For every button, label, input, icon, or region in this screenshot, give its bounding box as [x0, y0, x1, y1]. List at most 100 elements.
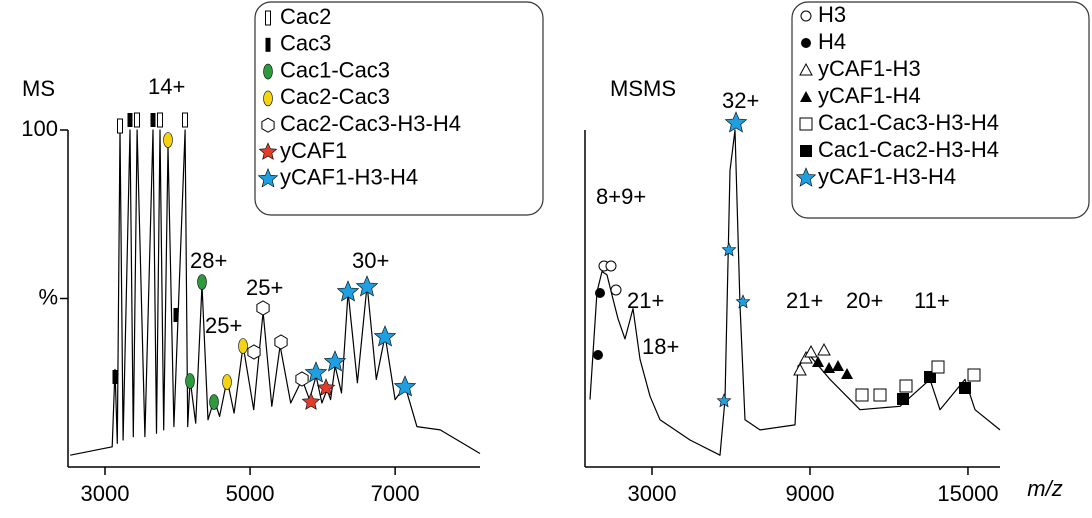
- marker: [899, 379, 913, 393]
- marker: [832, 360, 844, 371]
- y-tick-label: 100: [21, 116, 58, 141]
- legend-label: Cac2-Cac3: [280, 84, 390, 109]
- legend-label: H4: [818, 29, 846, 54]
- marker: [373, 325, 397, 347]
- marker: [163, 132, 173, 148]
- marker: [316, 378, 336, 396]
- chart-title: MSMS: [610, 76, 676, 101]
- marker: [247, 344, 261, 360]
- marker: [222, 374, 232, 390]
- marker: [931, 360, 945, 374]
- marker: [799, 62, 813, 76]
- legend-label: Cac1-Cac3: [280, 57, 390, 82]
- x-tick-label: 5000: [226, 481, 275, 506]
- marker: [127, 113, 133, 127]
- marker: [721, 242, 737, 257]
- marker: [817, 342, 831, 356]
- marker: [800, 91, 812, 102]
- x-axis-label: m/z: [1027, 476, 1062, 501]
- legend-box: [791, 1, 1090, 219]
- annotation: 11+: [914, 288, 950, 313]
- marker: [182, 112, 188, 128]
- legend-box: [254, 1, 544, 216]
- marker: [716, 393, 732, 408]
- marker: [841, 368, 853, 379]
- marker: [873, 388, 887, 402]
- marker: [304, 361, 328, 383]
- legend-label: yCAF1-H4: [818, 83, 921, 108]
- marker: [804, 344, 818, 358]
- marker: [800, 10, 812, 22]
- marker: [323, 350, 347, 372]
- legend-label: Cac2-Cac3-H3-H4: [280, 111, 461, 136]
- annotation: 25+: [246, 275, 283, 300]
- marker: [799, 117, 813, 131]
- legend-label: Cac1-Cac3-H3-H4: [818, 110, 999, 135]
- marker: [823, 362, 835, 373]
- marker: [173, 308, 179, 322]
- x-tick-label: 15000: [937, 481, 998, 506]
- marker: [185, 373, 195, 389]
- marker: [605, 260, 617, 272]
- marker: [793, 362, 807, 376]
- annotation: 8+9+: [596, 184, 646, 209]
- marker: [112, 370, 118, 384]
- marker: [117, 118, 123, 134]
- marker: [593, 350, 603, 360]
- legend-label: Cac2: [280, 4, 331, 29]
- marker: [265, 10, 271, 26]
- marker: [897, 393, 909, 405]
- annotation: 18+: [642, 334, 679, 359]
- legend-label: Cac1-Cac2-H3-H4: [818, 137, 999, 162]
- marker: [150, 113, 156, 127]
- legend-label: yCAF1-H3: [818, 56, 921, 81]
- marker: [295, 371, 309, 387]
- marker: [336, 280, 360, 302]
- marker: [274, 334, 288, 350]
- marker: [257, 168, 279, 188]
- x-tick-label: 3000: [81, 481, 130, 506]
- marker: [610, 284, 622, 296]
- marker: [393, 375, 417, 397]
- marker: [967, 368, 981, 382]
- marker: [724, 111, 748, 133]
- annotation: 20+: [846, 288, 883, 313]
- marker: [263, 63, 273, 80]
- marker: [261, 117, 275, 133]
- marker: [959, 382, 971, 394]
- annotation: 21+: [627, 288, 664, 313]
- annotation: 28+: [190, 248, 227, 273]
- marker: [800, 145, 812, 157]
- x-tick-label: 9000: [786, 481, 835, 506]
- marker: [258, 142, 278, 160]
- marker: [238, 338, 248, 354]
- marker: [197, 274, 207, 290]
- marker: [256, 300, 270, 316]
- marker: [801, 38, 811, 48]
- legend-label: yCAF1-H3-H4: [818, 164, 956, 189]
- marker: [209, 394, 219, 410]
- legend-label: Cac3: [280, 31, 331, 56]
- chart-title: MS: [22, 76, 55, 101]
- legend-label: yCAF1: [280, 138, 347, 163]
- marker: [301, 392, 321, 410]
- marker: [595, 288, 605, 298]
- marker: [134, 112, 140, 128]
- marker: [855, 388, 869, 402]
- annotation: 32+: [722, 88, 759, 113]
- annotation: 21+: [786, 288, 823, 313]
- marker: [735, 294, 751, 309]
- marker: [157, 112, 163, 128]
- spectrum-line: [70, 129, 481, 456]
- legend-label: yCAF1-H3-H4: [280, 165, 418, 190]
- marker: [812, 356, 824, 367]
- marker: [795, 167, 817, 187]
- y-tick-label: %: [38, 284, 58, 309]
- x-tick-label: 3000: [628, 481, 677, 506]
- marker: [265, 37, 271, 52]
- legend-label: H3: [818, 2, 846, 27]
- x-tick-label: 7000: [371, 481, 420, 506]
- annotation: 30+: [352, 248, 389, 273]
- annotation: 25+: [205, 313, 242, 338]
